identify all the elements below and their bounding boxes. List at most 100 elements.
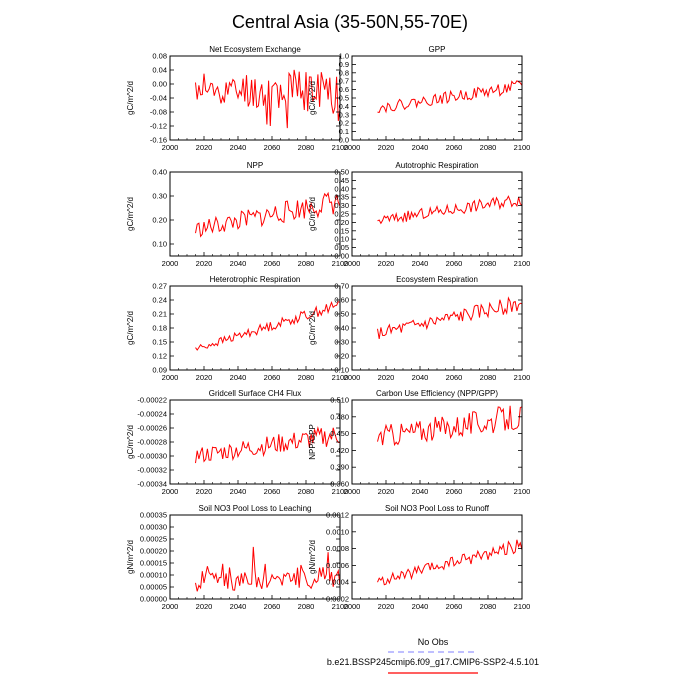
x-tick-label: 2020 [196, 143, 213, 152]
x-tick-label: 2020 [378, 487, 395, 496]
x-tick-label: 2020 [196, 602, 213, 611]
y-tick-label: 0.24 [152, 296, 167, 305]
y-tick-label: 0.40 [334, 324, 349, 333]
y-tick-label: 0.0006 [326, 561, 349, 570]
chart-title: Gridcell Surface CH4 Flux [209, 389, 301, 398]
plot-frame [351, 171, 523, 257]
series-line-model [377, 405, 523, 447]
y-tick-label: 0.35 [334, 193, 349, 202]
y-tick-label: 0.21 [152, 310, 167, 319]
y-tick-label: 0.00 [152, 80, 167, 89]
chart-title: Heterotrophic Respiration [210, 275, 301, 284]
x-tick-label: 2020 [196, 487, 213, 496]
x-tick-label: 2040 [230, 373, 247, 382]
y-axis-label: gC/m^2/d [126, 197, 135, 231]
legend-obs-label: No Obs [418, 637, 449, 647]
x-tick-label: 2100 [332, 373, 349, 382]
y-tick-label: 0.27 [152, 282, 167, 291]
x-tick-label: 2060 [264, 602, 281, 611]
x-tick-label: 2100 [332, 487, 349, 496]
chart-title: Soil NO3 Pool Loss to Runoff [385, 504, 490, 513]
y-tick-label: 0.3 [339, 110, 349, 119]
plot-frame [351, 285, 523, 371]
y-tick-label: 0.00000 [140, 595, 167, 604]
y-tick-label: 0.30 [334, 201, 349, 210]
y-axis-label: gN/m^2/d [308, 540, 317, 574]
series-line-model [195, 191, 341, 238]
plot-frame [351, 55, 523, 141]
plot-frame [351, 399, 523, 485]
y-tick-label: 0.510 [330, 396, 349, 405]
y-tick-label: 0.20 [152, 216, 167, 225]
x-tick-label: 2080 [480, 487, 497, 496]
x-tick-label: 2080 [298, 373, 315, 382]
y-axis-label: gC/m^2/d [126, 311, 135, 345]
y-tick-label: -0.00024 [137, 410, 167, 419]
panels-grid: Net Ecosystem Exchange 2000 2020 2040 2060 20… [126, 45, 530, 611]
y-tick-label: 0.45 [334, 176, 349, 185]
y-tick-label: 0.60 [334, 296, 349, 305]
x-tick-label: 2020 [196, 373, 213, 382]
x-tick-label: 2060 [446, 373, 463, 382]
y-tick-label: -0.12 [150, 122, 167, 131]
legend: No Obs b.e21.BSSP245cmip6.f09_g17.CMIP6-… [327, 637, 539, 674]
chart-title: Net Ecosystem Exchange [209, 45, 301, 54]
x-tick-label: 2080 [480, 602, 497, 611]
y-tick-label: 0.10 [334, 235, 349, 244]
x-tick-label: 2000 [162, 259, 179, 268]
series-line-model [195, 69, 341, 129]
x-tick-label: 2060 [264, 373, 281, 382]
y-tick-label: 0.15 [334, 226, 349, 235]
y-axis-label: gC/m^2/d [308, 81, 317, 115]
y-tick-label: 0.00035 [140, 511, 167, 520]
y-tick-label: 0.10 [152, 240, 167, 249]
y-tick-label: 0.10 [334, 366, 349, 375]
y-tick-label: 0.390 [330, 463, 349, 472]
y-tick-label: 0.0008 [326, 544, 349, 553]
y-tick-label: 0.20 [334, 352, 349, 361]
chart-panel: Carbon Use Efficiency (NPP/GPP) 2000 2020 2… [308, 389, 530, 496]
y-tick-label: 0.1 [339, 127, 349, 136]
y-tick-label: 0.0004 [326, 578, 349, 587]
x-tick-label: 2060 [446, 143, 463, 152]
chart-panel: Net Ecosystem Exchange 2000 2020 2040 2060 20… [126, 45, 348, 152]
y-tick-label: 0.12 [152, 352, 167, 361]
series-line-model [195, 546, 341, 592]
y-tick-label: 0.450 [330, 429, 349, 438]
chart-panel: Soil NO3 Pool Loss to Leaching 2000 2020 20… [126, 504, 348, 611]
y-tick-label: 0.00020 [140, 547, 167, 556]
x-tick-label: 2000 [344, 602, 361, 611]
x-tick-label: 2080 [480, 143, 497, 152]
y-axis-label: gC/m^2/d [308, 311, 317, 345]
y-tick-label: -0.00034 [137, 480, 167, 489]
x-tick-label: 2020 [196, 259, 213, 268]
chart-title: Autotrophic Respiration [395, 161, 478, 170]
x-tick-label: 2040 [230, 487, 247, 496]
x-tick-label: 2080 [298, 143, 315, 152]
x-tick-label: 2000 [344, 487, 361, 496]
x-tick-label: 2000 [344, 373, 361, 382]
x-tick-label: 2080 [298, 259, 315, 268]
x-tick-label: 2040 [412, 373, 429, 382]
y-tick-label: 0.05 [334, 243, 349, 252]
y-axis-label: gC/m^2/d [308, 197, 317, 231]
y-axis-label: gC/m^2/d [126, 425, 135, 459]
series-line-model [377, 195, 523, 225]
chart-panel: Heterotrophic Respiration 2000 2020 2040 206… [126, 275, 348, 382]
y-tick-label: 0.480 [330, 412, 349, 421]
y-axis-label: gN/m^2/d [126, 540, 135, 574]
y-tick-label: 0.0 [339, 136, 349, 145]
y-tick-label: 0.00015 [140, 559, 167, 568]
x-tick-label: 2080 [298, 487, 315, 496]
x-tick-label: 2000 [162, 602, 179, 611]
y-tick-label: 0.8 [339, 68, 349, 77]
y-tick-label: 0.08 [152, 52, 167, 61]
chart-title: Ecosystem Respiration [396, 275, 478, 284]
x-tick-label: 2060 [264, 487, 281, 496]
y-tick-label: 0.40 [152, 168, 167, 177]
y-tick-label: 0.00010 [140, 571, 167, 580]
chart-title: Carbon Use Efficiency (NPP/GPP) [376, 389, 498, 398]
y-tick-label: 0.7 [339, 77, 349, 86]
